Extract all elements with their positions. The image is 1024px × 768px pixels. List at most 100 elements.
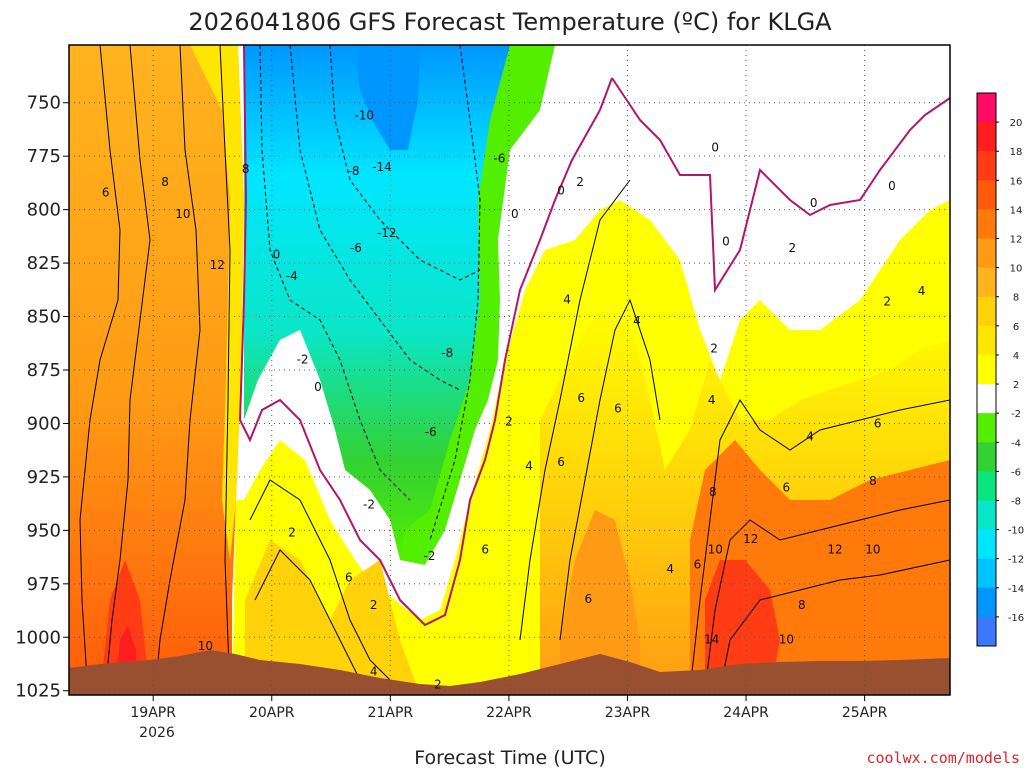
y-tick-label: 1000	[15, 627, 61, 648]
isotherm-east-4	[704, 499, 950, 691]
cold-region-aloft	[244, 45, 555, 565]
freezing-line-east	[611, 77, 950, 294]
contour-label: 2	[288, 526, 296, 540]
contour-label: 0	[888, 179, 896, 193]
colorbar-label: 20	[1010, 118, 1023, 129]
contour-label: -14	[372, 160, 392, 174]
colorbar-swatch	[977, 180, 996, 210]
contour-label: 6	[614, 401, 622, 415]
y-axis: 750 775 800 825 850 875 900 925 950 975 1000 1025	[15, 93, 69, 702]
contour-label: 4	[563, 292, 571, 306]
colorbar-swatch	[977, 122, 996, 152]
y-tick-label: 925	[27, 467, 61, 488]
colorbar-swatch	[977, 93, 996, 123]
contour-label: 0	[711, 141, 719, 155]
contour-label: 4	[666, 562, 674, 576]
y-tick-label: 950	[27, 520, 61, 541]
colorbar-label: -2	[1011, 409, 1021, 420]
contour-label: 2	[505, 414, 513, 428]
x-axis: 19APR 20APR 21APR 22APR 23APR 24APR 25APR	[130, 695, 888, 721]
y-tick-label: 850	[27, 307, 61, 328]
contour-label: 8	[709, 485, 717, 499]
contour-label: 0	[314, 380, 322, 394]
colorbar-swatch	[977, 616, 996, 647]
colorbar-swatch	[977, 558, 996, 589]
y-tick-label: 800	[27, 200, 61, 221]
contour-label: -6	[425, 425, 437, 439]
colorbar-swatch	[977, 471, 996, 501]
contour-label: -6	[350, 241, 362, 255]
contour-label: 6	[783, 481, 791, 495]
colorbar: 20 18 16 14 12 10 8 6 4 2 -2 -4 -6 -8 -10 -12 -14 -16	[976, 92, 1024, 647]
colorbar-swatch	[977, 354, 996, 385]
colorbar-label: -8	[1011, 496, 1021, 507]
colorbar-swatch	[977, 413, 996, 443]
isotherm-cold-2	[289, 45, 461, 391]
warm-core-south	[560, 510, 640, 695]
contour-label: 6	[874, 416, 882, 430]
colorbar-swatch	[977, 267, 996, 298]
colorbar-swatch	[977, 500, 996, 531]
cold-core	[355, 45, 420, 150]
contour-label: 6	[694, 558, 702, 572]
contour-label: 14	[704, 632, 719, 646]
isotherm-west-1	[79, 45, 121, 695]
contour-label: 0	[722, 235, 730, 249]
contour-label: 0	[511, 207, 519, 221]
contour-label: 4	[633, 314, 641, 328]
contour-label: 10	[779, 632, 794, 646]
contour-label: 10	[865, 543, 880, 557]
contour-label: 6	[481, 543, 489, 557]
contour-label: 12	[827, 543, 842, 557]
contour-label: 6	[577, 391, 585, 405]
colorbar-label: 16	[1010, 176, 1023, 187]
contour-label: 4	[708, 393, 716, 407]
hot-core-east	[705, 560, 780, 695]
isotherm-east-1	[519, 179, 631, 641]
colorbar-label: 18	[1010, 147, 1023, 158]
isotherm-west-4	[219, 45, 231, 695]
contour-label: 4	[525, 459, 533, 473]
isotherm-east-2	[559, 298, 661, 641]
x-tick-label: 19APR	[130, 705, 176, 721]
colorbar-frame	[976, 92, 997, 647]
isotherm-mid-2	[254, 549, 361, 681]
plot-area	[69, 45, 950, 695]
mild-lower-mid	[245, 540, 420, 695]
x-tick-label: 22APR	[486, 705, 532, 721]
source-credit: coolwx.com/models	[866, 749, 1020, 767]
contour-label: 6	[345, 570, 353, 584]
colorbar-label: -12	[1008, 555, 1024, 566]
warm-region-west	[69, 45, 244, 695]
contour-label: 10	[175, 207, 190, 221]
x-tick-label: 21APR	[368, 705, 414, 721]
colorbar-swatch	[977, 238, 996, 269]
contour-label: 2	[883, 295, 891, 309]
contour-label: 2	[434, 677, 442, 691]
colorbar-label: 10	[1010, 264, 1023, 275]
x-tick-label: 25APR	[842, 705, 888, 721]
warm-fringe-west	[190, 45, 244, 560]
cold-rim	[400, 45, 555, 565]
contour-label: -4	[286, 269, 298, 283]
y-tick-label: 875	[27, 360, 61, 381]
contour-label: 8	[161, 175, 169, 189]
x-axis-year: 2026	[139, 725, 175, 741]
contour-label: 6	[102, 186, 110, 200]
contour-label: 6	[557, 455, 565, 469]
near-freezing-zone	[244, 45, 950, 620]
contour-label: 8	[869, 474, 877, 488]
colorbar-label: 2	[1013, 380, 1019, 391]
contour-label: 2	[370, 598, 378, 612]
isotherm-east-3	[689, 399, 950, 691]
colorbar-label: 12	[1010, 235, 1023, 246]
contour-label: 12	[210, 258, 225, 272]
colorbar-swatch	[977, 151, 996, 181]
contour-label: -10	[354, 109, 374, 123]
colorbar-swatch	[977, 296, 996, 327]
colorbar-label: 4	[1013, 351, 1019, 362]
isotherm-east-5	[719, 559, 950, 691]
isotherm-contours	[79, 45, 950, 695]
